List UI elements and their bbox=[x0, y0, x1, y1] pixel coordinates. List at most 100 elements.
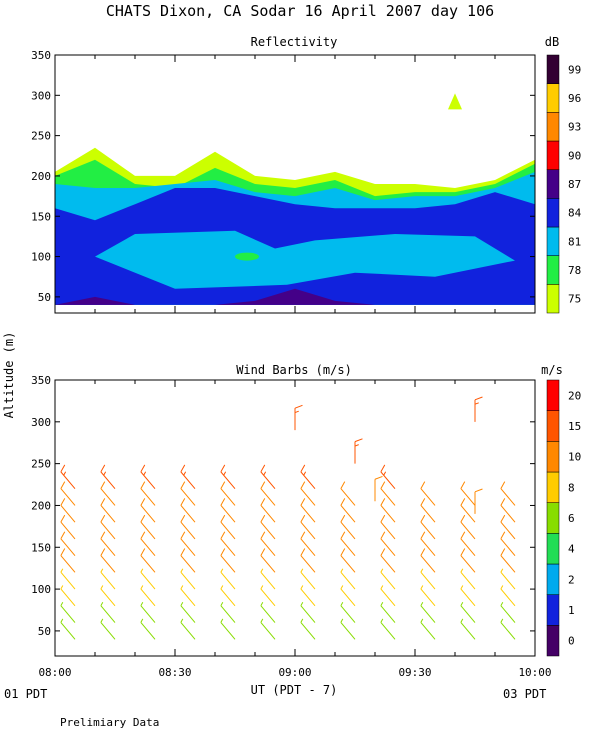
wind-barb-feather bbox=[60, 618, 64, 623]
wind-barb-staff bbox=[460, 521, 476, 540]
wind-barb bbox=[180, 498, 196, 523]
reflectivity-colorbar-label: 96 bbox=[568, 92, 581, 105]
wind-barb-staff bbox=[500, 571, 516, 590]
wind-barb-feather bbox=[460, 601, 464, 606]
reflectivity-ytick-label: 150 bbox=[31, 210, 51, 223]
wind-barb-staff bbox=[460, 605, 476, 623]
wind-barb-feather bbox=[300, 568, 304, 573]
wind-barb bbox=[500, 548, 516, 573]
wind-barbs-title: Wind Barbs (m/s) bbox=[236, 363, 352, 377]
wind-barb bbox=[260, 601, 276, 623]
wind-barb-feather bbox=[100, 464, 106, 473]
wind-barb-feather bbox=[260, 601, 264, 606]
wind-barb-feather bbox=[140, 585, 144, 590]
wind-barb-feather bbox=[183, 471, 187, 476]
wind-barb-feather bbox=[180, 514, 186, 523]
wind-colorbar-swatch bbox=[546, 533, 560, 565]
wind-barb-staff bbox=[420, 521, 436, 540]
wind-barb bbox=[140, 548, 156, 573]
wind-barb-feather bbox=[60, 601, 64, 606]
wind-barb-feather bbox=[220, 585, 224, 590]
wind-barb-staff bbox=[180, 521, 196, 540]
x-axis-label: UT (PDT - 7) bbox=[251, 683, 338, 697]
wind-ytick-label: 50 bbox=[38, 625, 51, 638]
wind-barbs-y-axis: 50 100 150 200 250 300 350 bbox=[31, 374, 535, 638]
preliminary-note: Prelimiary Data bbox=[60, 716, 159, 729]
wind-barb-staff bbox=[220, 505, 236, 523]
wind-barb-staff bbox=[500, 622, 516, 640]
wind-barb bbox=[340, 498, 356, 523]
wind-colorbar-swatch bbox=[546, 625, 560, 657]
wind-barb-staff bbox=[180, 488, 196, 506]
time-tick-label: 08:30 bbox=[158, 666, 191, 679]
wind-barb-staff bbox=[140, 571, 156, 590]
wind-barb-staff bbox=[340, 571, 356, 590]
wind-barb-feather bbox=[180, 498, 186, 506]
wind-barb bbox=[340, 514, 356, 540]
wind-barb-feather bbox=[474, 488, 483, 493]
wind-barb-feather bbox=[420, 585, 424, 590]
wind-barb-staff bbox=[100, 605, 116, 623]
wind-barb-feather bbox=[420, 481, 426, 489]
wind-barb-feather bbox=[180, 601, 184, 606]
wind-barb bbox=[60, 514, 76, 540]
wind-barb-feather bbox=[60, 464, 66, 473]
wind-barb bbox=[420, 601, 436, 623]
wind-barb-feather bbox=[460, 481, 466, 489]
contour-87db bbox=[55, 288, 535, 305]
wind-barb-feather bbox=[300, 531, 306, 540]
wind-barb-feather bbox=[220, 618, 224, 623]
wind-barb-staff bbox=[300, 555, 316, 573]
wind-barb-feather bbox=[140, 514, 146, 523]
wind-barb-staff bbox=[180, 538, 196, 556]
wind-barb bbox=[100, 585, 116, 607]
reflectivity-colorbar-label: 81 bbox=[568, 235, 581, 248]
wind-barb bbox=[460, 585, 476, 607]
reflectivity-colorbar-label: 99 bbox=[568, 63, 581, 76]
wind-barb bbox=[500, 601, 516, 623]
reflectivity-contours bbox=[55, 93, 535, 305]
wind-barb-feather bbox=[60, 481, 66, 489]
time-tick-label: 09:30 bbox=[398, 666, 431, 679]
wind-barb-feather bbox=[220, 481, 226, 489]
wind-barb-staff bbox=[380, 538, 396, 556]
reflectivity-ytick-label: 100 bbox=[31, 251, 51, 264]
wind-barb bbox=[340, 568, 356, 590]
wind-barb-staff bbox=[420, 605, 436, 623]
contour-75db-patch bbox=[448, 93, 462, 110]
reflectivity-ytick-label: 50 bbox=[38, 291, 51, 304]
wind-barb-staff bbox=[220, 488, 236, 506]
reflectivity-colorbar-label: 75 bbox=[568, 293, 581, 306]
wind-colorbar-swatch bbox=[546, 379, 560, 411]
wind-barb bbox=[100, 464, 116, 490]
wind-barb bbox=[100, 568, 116, 590]
wind-barb bbox=[180, 585, 196, 607]
wind-barb-staff bbox=[380, 488, 396, 506]
wind-barb-feather bbox=[180, 548, 186, 556]
wind-barb bbox=[220, 601, 236, 623]
wind-barb-feather bbox=[300, 464, 306, 473]
wind-barb-staff bbox=[380, 555, 396, 573]
wind-barb-staff bbox=[460, 505, 476, 523]
wind-barb-feather bbox=[60, 585, 64, 590]
wind-barb-feather bbox=[380, 481, 386, 489]
wind-barb-feather bbox=[500, 618, 504, 623]
wind-colorbar-label: 2 bbox=[568, 573, 575, 586]
reflectivity-panel: Reflectivity 50 100 150 200 250 300 350 75 78 81… bbox=[31, 35, 582, 314]
wind-barb-feather bbox=[420, 568, 424, 573]
wind-barb-staff bbox=[260, 571, 276, 590]
wind-barb bbox=[340, 531, 356, 556]
wind-barb-staff bbox=[460, 488, 476, 506]
reflectivity-x-ticks bbox=[54, 55, 536, 313]
wind-barb bbox=[380, 618, 396, 640]
reflectivity-ytick-label: 300 bbox=[31, 89, 51, 102]
wind-barb-feather bbox=[100, 514, 106, 523]
y-axis-label: Altitude (m) bbox=[2, 332, 16, 419]
wind-barb-feather bbox=[300, 601, 304, 606]
wind-barb-staff bbox=[300, 622, 316, 640]
contour-81db-inner bbox=[95, 230, 515, 289]
wind-barb-staff bbox=[220, 605, 236, 623]
wind-barb-staff bbox=[220, 521, 236, 540]
wind-barb-feather bbox=[260, 531, 266, 540]
